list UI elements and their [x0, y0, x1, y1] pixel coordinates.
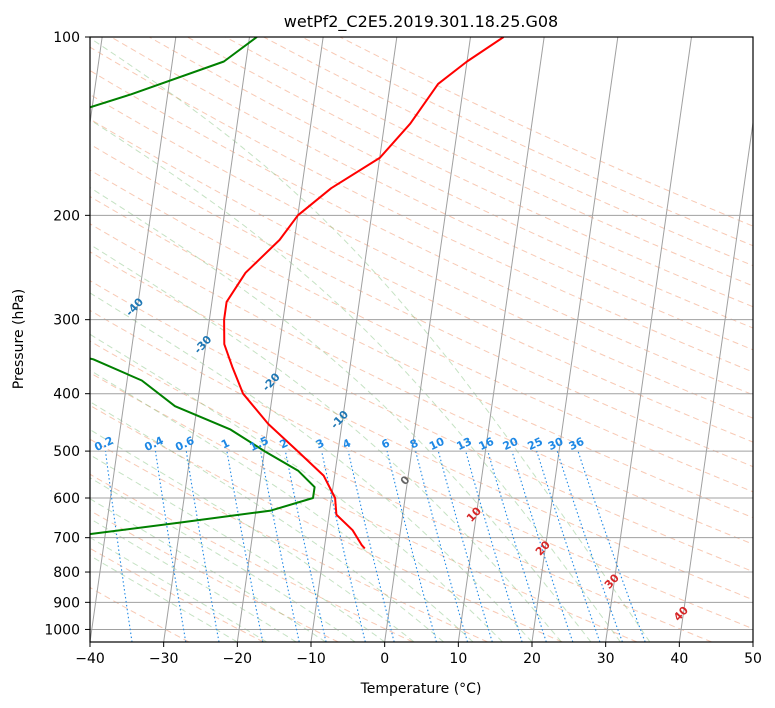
- moist-adiabat: [90, 119, 621, 642]
- dry-adiabat: [90, 309, 753, 630]
- x-tick-label: 40: [670, 651, 688, 667]
- dry-adiabat: [90, 93, 753, 419]
- mixing-ratio-lines: [104, 450, 646, 642]
- moist-adiabats: [90, 37, 651, 642]
- mixing-ratio-label: 20: [501, 435, 521, 453]
- x-tick-label: −10: [296, 651, 326, 667]
- moist-adiabat: [90, 292, 533, 642]
- dry-adiabat: [90, 547, 264, 642]
- dry-adiabat: [90, 280, 753, 601]
- x-axis-title: Temperature (°C): [360, 681, 482, 697]
- mixing-ratio-label: 30: [546, 435, 566, 453]
- y-tick-label: 100: [53, 30, 80, 46]
- y-tick-label: 1000: [44, 622, 80, 638]
- x-tick-label: −30: [149, 651, 179, 667]
- moist-adiabat: [90, 369, 474, 642]
- x-tick-label: 20: [523, 651, 541, 667]
- y-tick-label: 600: [53, 491, 80, 507]
- moist-adiabat: [90, 401, 444, 642]
- dry-adiabat: [90, 69, 753, 396]
- moist-adiabat: [90, 454, 385, 642]
- x-tick-label: 30: [597, 651, 615, 667]
- mixing-ratio-line: [321, 450, 366, 642]
- mixing-ratio-label: 16: [477, 435, 497, 453]
- mixing-ratio-line: [284, 450, 327, 642]
- moist-adiabat: [90, 37, 651, 642]
- y-tick-label: 700: [53, 531, 80, 547]
- dry-adiabat: [90, 143, 753, 468]
- mixing-ratio-label: 25: [526, 435, 545, 453]
- dry-adiabat: [148, 37, 753, 329]
- dry-adiabat: [90, 404, 563, 642]
- mixing-ratio-line: [226, 451, 264, 642]
- mixing-ratio-line: [437, 450, 493, 642]
- dry-adiabat: [90, 510, 339, 642]
- chart-title: wetPf2_C2E5.2019.301.18.25.G08: [284, 12, 558, 32]
- mixing-ratio-line: [577, 450, 646, 642]
- moist-adiabat: [90, 555, 238, 642]
- isotherm-line: [605, 37, 692, 642]
- mixing-ratio-label: 36: [567, 435, 587, 453]
- mixing-ratio-line: [556, 450, 623, 642]
- moist-adiabat: [90, 536, 268, 642]
- isotherm-line: [457, 37, 545, 642]
- dewpoint-line: [90, 37, 316, 536]
- moist-adiabat: [90, 243, 562, 642]
- mixing-ratio-label: 13: [455, 435, 474, 453]
- x-axis-ticks: −40 −30 −20 −10 0 10 20 30 40 50: [75, 642, 762, 667]
- mixing-ratio-label: 10: [427, 435, 447, 453]
- isotherm-line: [384, 37, 471, 642]
- y-tick-label: 900: [53, 595, 80, 611]
- y-tick-label: 200: [53, 208, 80, 224]
- y-tick-label: 800: [53, 565, 80, 581]
- moist-adiabat: [90, 518, 297, 642]
- mixing-ratio-line: [415, 450, 469, 642]
- pressure-gridlines: [90, 37, 753, 630]
- isotherm-line: [163, 37, 250, 642]
- y-axis-title: Pressure (hPa): [11, 289, 27, 389]
- x-tick-label: 0: [380, 651, 389, 667]
- temperature-line: [223, 37, 505, 550]
- y-tick-label: 300: [53, 313, 80, 329]
- dry-adiabat: [90, 169, 753, 493]
- isotherms: [90, 37, 753, 642]
- x-tick-label: −40: [75, 651, 105, 667]
- mixing-ratio-line: [511, 450, 574, 642]
- mixing-ratio-line: [386, 450, 437, 642]
- dry-adiabat: [90, 340, 712, 642]
- mixing-ratio-line: [536, 450, 601, 642]
- isotherm-line: [310, 37, 398, 642]
- dry-adiabat: [90, 223, 753, 545]
- x-tick-label: −20: [223, 651, 253, 667]
- y-tick-label: 400: [53, 387, 80, 403]
- mixing-ratio-line: [465, 450, 523, 642]
- mixing-ratio-line: [347, 450, 395, 642]
- sounding-series: [90, 37, 505, 550]
- dry-adiabat: [90, 195, 753, 519]
- dry-adiabat: [90, 372, 638, 642]
- y-tick-label: 500: [53, 444, 80, 460]
- moist-adiabat: [90, 477, 356, 642]
- mixing-ratio-line: [260, 450, 300, 642]
- mixing-ratio-line: [104, 451, 133, 642]
- x-tick-label: 50: [744, 651, 762, 667]
- moist-adiabat: [90, 333, 503, 642]
- isotherm-line: [531, 37, 619, 642]
- dry-adiabats: [90, 37, 753, 642]
- isotherm-line: [90, 37, 177, 642]
- plot-frame: [89, 36, 754, 643]
- mixing-ratio-line: [487, 450, 547, 642]
- y-axis-ticks: 100 200 300 400 500 600 700 800 900 1000: [44, 30, 90, 638]
- isotherm-line: [236, 37, 324, 642]
- isotherm-line: [678, 119, 753, 642]
- moist-adiabat: [90, 186, 592, 642]
- x-tick-label: 10: [449, 651, 467, 667]
